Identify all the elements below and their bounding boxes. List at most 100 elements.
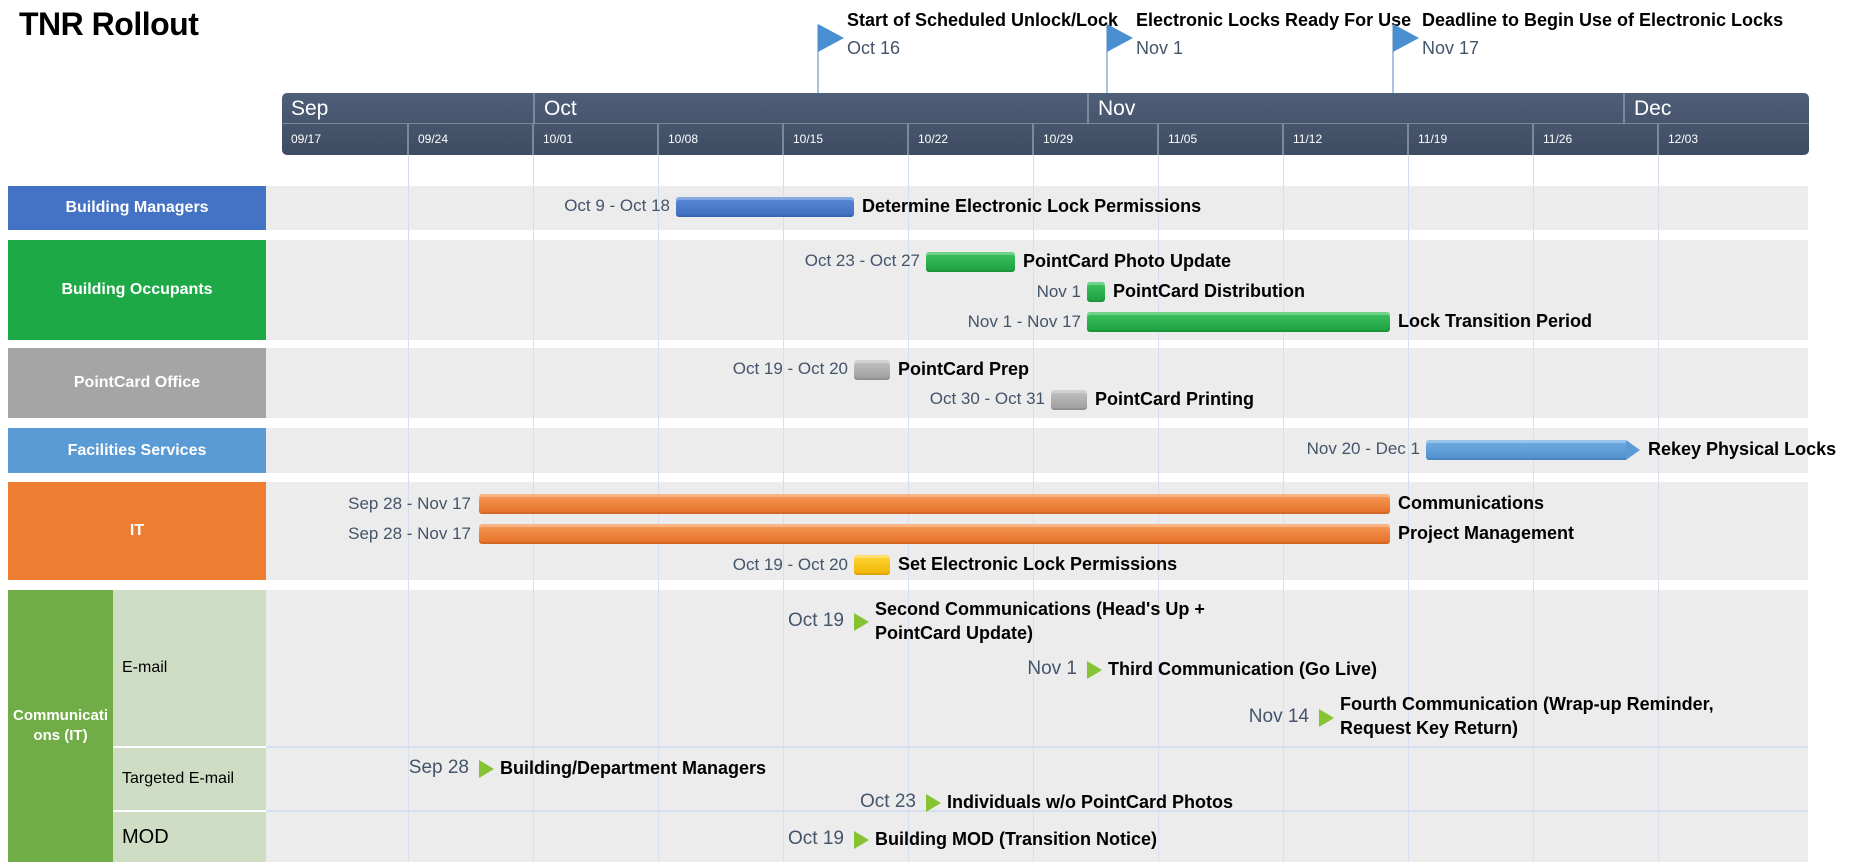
- week-label: 10/08: [657, 124, 782, 155]
- week-label: 10/29: [1032, 124, 1157, 155]
- subgroup-label-text: MOD: [122, 825, 169, 848]
- subgroup-label-mod: MOD: [113, 812, 266, 862]
- task-name: PointCard Distribution: [1113, 281, 1305, 301]
- task-dates: Oct 23 - Oct 27: [804, 251, 920, 270]
- week-label: 11/12: [1282, 124, 1407, 155]
- milestone-name: Third Communication (Go Live): [1108, 657, 1377, 681]
- week-label: 10/22: [907, 124, 1032, 155]
- month-label: Sep: [282, 93, 533, 123]
- milestone-name-line: Fourth Communication (Wrap-up Reminder,: [1340, 694, 1714, 714]
- week-label: 09/24: [407, 124, 532, 155]
- task-bar[interactable]: [1051, 390, 1087, 410]
- flag-date: Oct 16: [847, 38, 901, 58]
- milestone-date: Nov 1: [1027, 658, 1077, 679]
- row-separator: [266, 746, 1808, 748]
- milestone-name-line: Building MOD (Transition Notice): [875, 829, 1157, 849]
- task-dates: Nov 1: [1036, 282, 1081, 301]
- milestone-name: Building/Department Managers: [500, 756, 766, 780]
- week-label: 10/15: [782, 124, 907, 155]
- group-label-text: Communicati: [12, 707, 108, 724]
- month-label: Dec: [1623, 93, 1809, 123]
- arrow-icon: [1626, 440, 1640, 460]
- task-bar[interactable]: [479, 494, 1390, 514]
- task-dates: Sep 28 - Nov 17: [348, 524, 471, 543]
- gridline: [408, 155, 409, 862]
- milestone-arrow-icon[interactable]: [926, 794, 941, 812]
- group-label-text: Facilities Services: [67, 441, 207, 459]
- task-name: PointCard Prep: [898, 359, 1030, 379]
- row-separator: [266, 810, 1808, 812]
- row-background: [266, 348, 1808, 418]
- week-label: 09/17: [282, 124, 407, 155]
- task-dates: Oct 9 - Oct 18: [564, 196, 670, 215]
- task-dates: Oct 19 - Oct 20: [732, 555, 848, 574]
- flag-title: Deadline to Begin Use of Electronic Lock…: [1422, 10, 1784, 30]
- milestone-arrow-icon[interactable]: [854, 613, 869, 631]
- gridline: [1658, 155, 1659, 862]
- subgroup-label-targeted-email: Targeted E-mail: [113, 748, 266, 810]
- milestone-name: Building MOD (Transition Notice): [875, 827, 1157, 851]
- group-label-text: ons (IT): [33, 727, 88, 744]
- milestone-name-line: Second Communications (Head's Up +: [875, 599, 1205, 619]
- task-name: Lock Transition Period: [1398, 311, 1593, 331]
- flag-pole: [1106, 25, 1108, 93]
- flag-date: Nov 17: [1422, 38, 1480, 58]
- task-bar[interactable]: [479, 524, 1390, 544]
- task-bar[interactable]: [1426, 440, 1626, 460]
- flag-title: Start of Scheduled Unlock/Lock: [847, 10, 1119, 30]
- flag-pole: [817, 25, 819, 93]
- task-name: Set Electronic Lock Permissions: [898, 554, 1178, 574]
- task-bar[interactable]: [676, 197, 854, 217]
- milestone-arrow-icon[interactable]: [854, 831, 869, 849]
- group-label-text: PointCard Office: [73, 374, 201, 391]
- task-name: Project Management: [1398, 523, 1575, 543]
- milestone-name-line: Request Key Return): [1340, 718, 1519, 738]
- task-bar[interactable]: [1087, 312, 1390, 332]
- flag-date: Nov 1: [1136, 38, 1184, 58]
- milestone-arrow-icon[interactable]: [479, 760, 494, 778]
- milestone-date: Sep 28: [408, 757, 469, 778]
- group-label-text: IT: [129, 522, 145, 539]
- milestone-arrow-icon[interactable]: [1087, 661, 1102, 679]
- task-dates: Sep 28 - Nov 17: [348, 494, 471, 513]
- task-name: Determine Electronic Lock Permissions: [862, 196, 1202, 216]
- milestone-date: Oct 19: [788, 828, 844, 849]
- month-label: Oct: [533, 93, 1087, 123]
- milestone-name: Second Communications (Head's Up + Point…: [875, 597, 1205, 645]
- row-background: [266, 590, 1808, 862]
- milestone-name: Fourth Communication (Wrap-up Reminder, …: [1340, 692, 1714, 740]
- task-dates: Nov 20 - Dec 1: [1306, 439, 1420, 458]
- gridline: [1408, 155, 1409, 862]
- group-label-text: Building Managers: [65, 199, 209, 216]
- milestone-date: Nov 14: [1248, 706, 1309, 727]
- subgroup-label-email: E-mail: [113, 590, 266, 746]
- milestone-name-line: PointCard Update): [875, 623, 1034, 643]
- subgroup-label-text: E-mail: [122, 659, 168, 676]
- task-dates: Oct 19 - Oct 20: [732, 359, 848, 378]
- row-background: [266, 240, 1808, 340]
- flag-pole: [1392, 25, 1394, 93]
- group-label-communications: Communicati ons (IT): [8, 590, 113, 862]
- task-bar[interactable]: [926, 252, 1015, 272]
- group-label-it: IT: [8, 482, 266, 580]
- task-bar[interactable]: [854, 555, 890, 575]
- task-name: Rekey Physical Locks: [1648, 439, 1837, 459]
- task-bar[interactable]: [854, 360, 890, 380]
- milestone-name-line: Individuals w/o PointCard Photos: [947, 792, 1234, 812]
- milestone-name-line: Building/Department Managers: [500, 758, 767, 778]
- timeline-header: Sep Oct Nov Dec 09/17 09/24 10/01 10/08 …: [282, 93, 1809, 155]
- milestone-date: Oct 23: [860, 791, 916, 812]
- subgroup-label-text: Targeted E-mail: [122, 770, 235, 787]
- row-background: [266, 186, 1808, 230]
- gridline: [1533, 155, 1534, 862]
- flag-title: Electronic Locks Ready For Use: [1136, 10, 1412, 30]
- group-label-facilities-services: Facilities Services: [8, 428, 266, 473]
- milestone-arrow-icon[interactable]: [1319, 709, 1334, 727]
- week-label: 10/01: [532, 124, 657, 155]
- week-label: 11/05: [1157, 124, 1282, 155]
- group-label-building-managers: Building Managers: [8, 186, 266, 230]
- task-bar[interactable]: [1087, 282, 1105, 302]
- task-dates: Oct 30 - Oct 31: [929, 389, 1045, 408]
- task-name: Communications: [1398, 493, 1545, 513]
- flag-icon: [1107, 24, 1133, 52]
